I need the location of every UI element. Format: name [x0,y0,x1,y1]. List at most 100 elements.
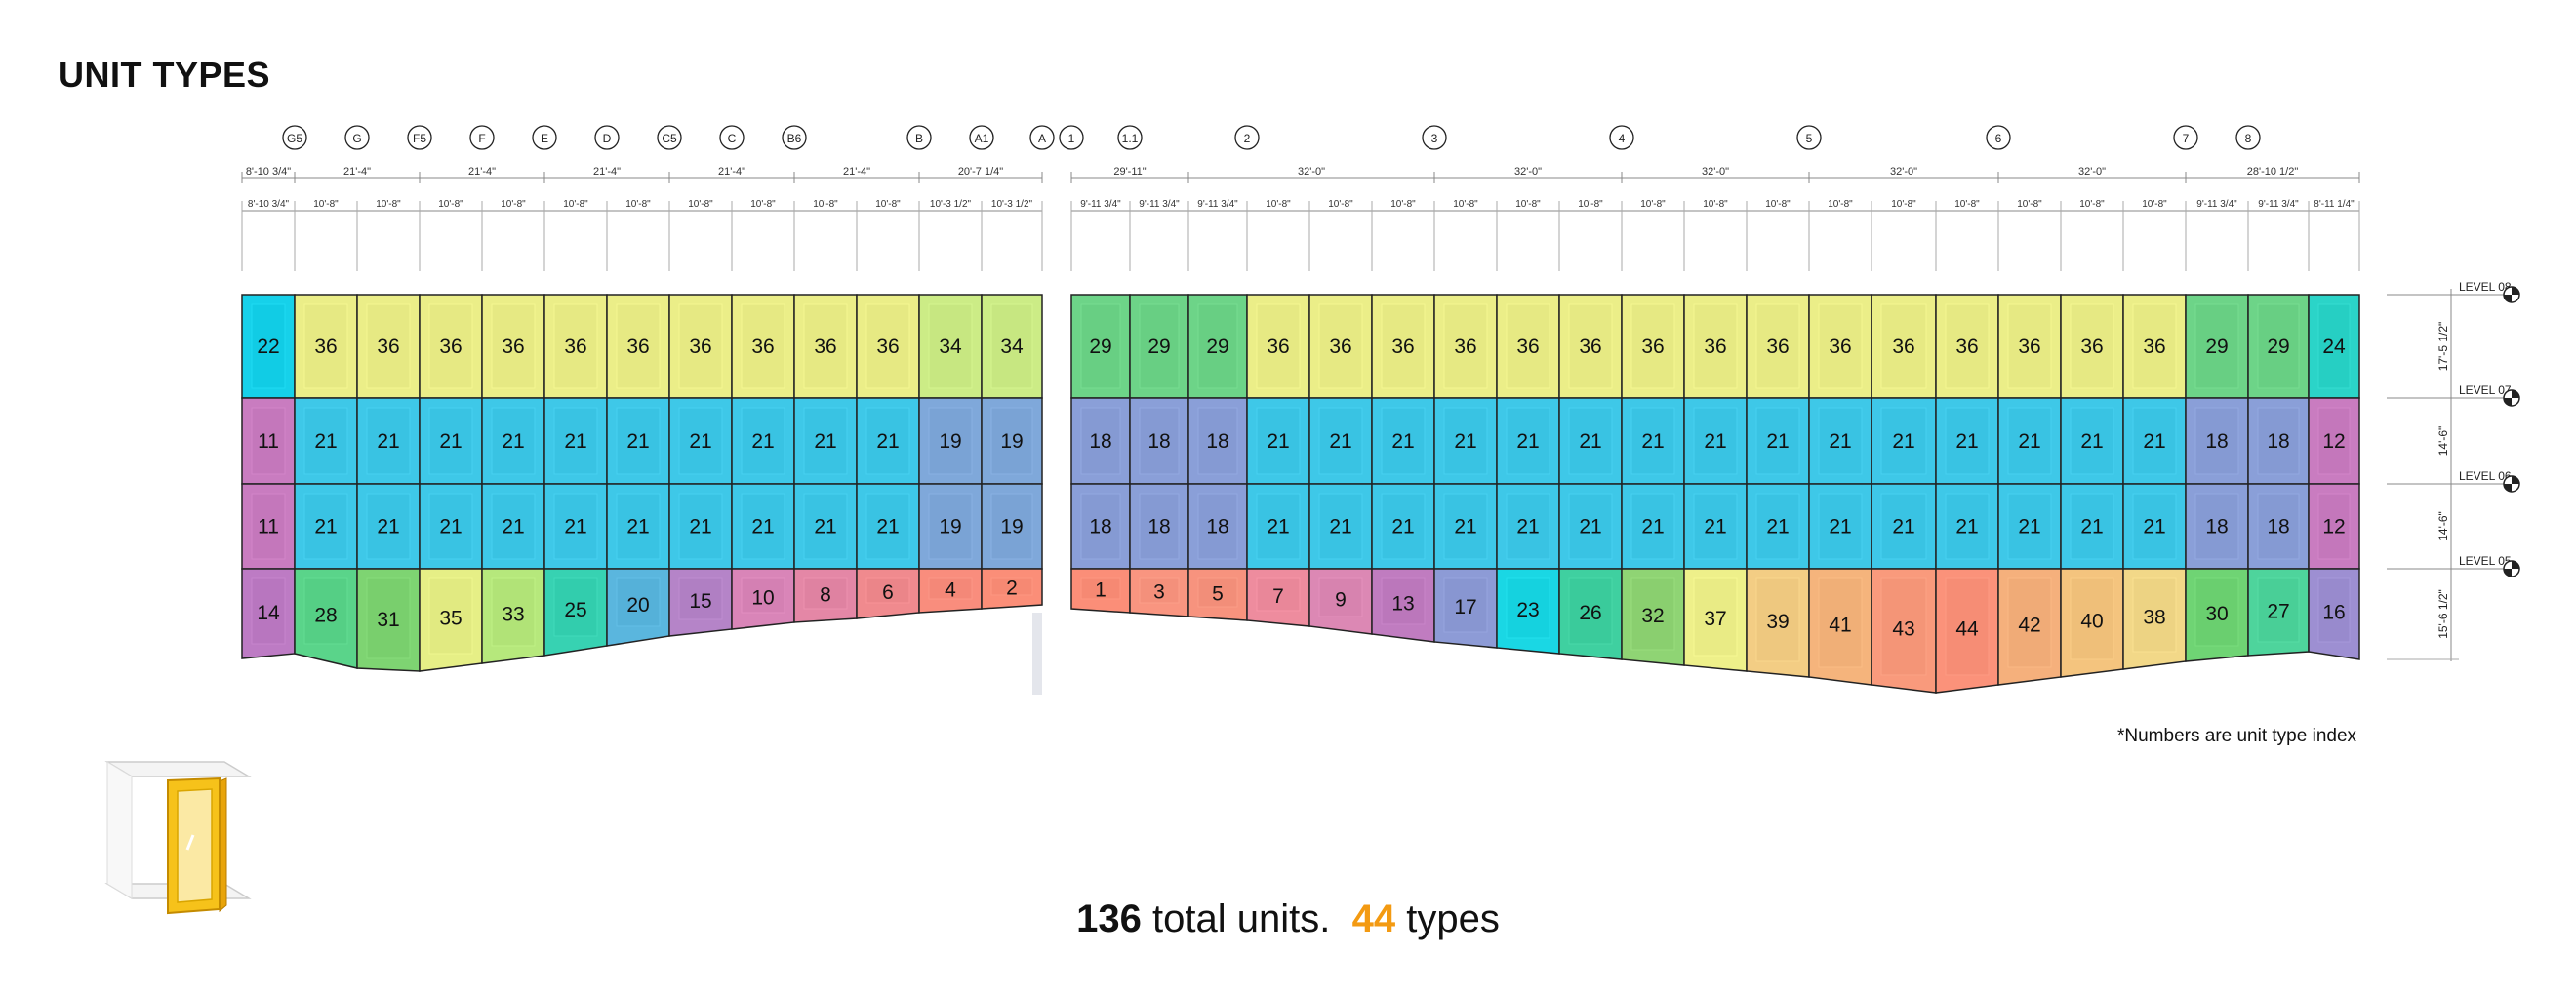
unit-cell-inner [741,493,785,560]
unit-cell-inner [616,493,661,560]
dimension-label: 10'-8" [1578,199,1603,210]
unit-type-label: 13 [1391,593,1414,616]
unit-cell-inner [1139,577,1180,604]
unit-cell-inner [2070,303,2114,389]
unit-cell-inner [303,407,348,475]
unit-cell-inner [803,577,848,610]
unit-type-label: 21 [1329,516,1351,538]
unit-cell-inner [1880,407,1927,475]
unit-type-label: 36 [377,336,399,358]
unit-cell-inner [491,493,536,560]
unit-type-label: 43 [1892,618,1914,641]
unit-type-label: 21 [1829,516,1851,538]
unit-cell-inner [2317,493,2351,560]
unit-type-label: 36 [502,336,524,358]
unit-type-label: 28 [314,604,337,626]
unit-cell-inner [2317,577,2351,643]
unit-cell-inner [1506,493,1550,560]
unit-type-label: 3 [1153,581,1165,604]
dimension-label: 10'-8" [1891,199,1916,210]
unit-cell-inner [2132,493,2177,560]
unit-type-label: 6 [882,581,894,604]
unit-cell-inner [865,303,910,389]
dimension-label: 32'-0" [2078,166,2106,178]
unit-type-label: 21 [751,430,774,453]
unit-cell-inner [2070,407,2114,475]
unit-cell-inner [1318,577,1363,617]
unit-type-label: 21 [1267,430,1289,453]
unit-cell-inner [2007,303,2052,389]
gridline-label: E [541,132,548,145]
dimension-label: 9'-11 3/4" [2196,199,2237,210]
unit-cell-inner [1139,303,1180,389]
unit-cell-inner [491,303,536,389]
unit-type-label: 21 [1391,516,1414,538]
unit-cell-inner [2194,407,2239,475]
unit-cell-inner [303,493,348,560]
unit-type-label: 18 [2267,516,2289,538]
unit-type-label: 30 [2205,603,2228,625]
unit-cell-inner [2007,577,2052,668]
unit-cell-inner [803,407,848,475]
unit-type-label: 21 [1329,430,1351,453]
gridline-label: A1 [975,132,989,145]
unit-cell-inner [366,407,411,475]
unit-cell-inner [1568,303,1613,389]
level-name: LEVEL 07 [2459,383,2512,397]
unit-type-label: 21 [2143,430,2165,453]
unit-type-label: 36 [1454,336,1476,358]
unit-cell-inner [678,407,723,475]
unit-cell-inner [1256,493,1301,560]
gridline-label: C5 [662,132,677,145]
unit-type-label: 21 [377,430,399,453]
unit-cell-inner [428,493,473,560]
unit-type-label: 19 [1000,516,1023,538]
unit-type-label: 21 [1955,516,1978,538]
unit-type-label: 10 [751,586,774,609]
unit-type-label: 21 [751,516,774,538]
level-datum-icon-fill [2504,561,2519,577]
unit-cell-inner [2257,493,2300,560]
unit-type-label: 36 [626,336,649,358]
dimension-label: 10'-8" [1640,199,1666,210]
unit-type-label: 37 [1704,608,1726,630]
unit-cell-inner [1443,303,1488,389]
gridline-label: D [603,132,612,145]
unit-cell-inner [2007,493,2052,560]
unit-cell-inner [2257,577,2300,643]
unit-type-label: 36 [1641,336,1664,358]
dimension-label: 29'-11" [1113,166,1146,178]
unit-type-label: 29 [1147,336,1170,358]
unit-type-label: 21 [2018,516,2040,538]
level-height: 17'-5 1/2" [2436,322,2450,372]
unit-cell-inner [803,303,848,389]
dimension-label: 10'-8" [1266,199,1291,210]
dimension-label: 10'-8" [376,199,401,210]
types-count: 44 [1351,897,1396,940]
unit-cell-inner [1080,303,1121,389]
unit-type-label: 36 [1766,336,1789,358]
unit-type-label: 36 [314,336,337,358]
unit-cell-inner [2132,577,2177,653]
unit-type-label: 2 [1006,577,1018,600]
unit-type-label: 36 [2143,336,2165,358]
unit-cell-inner [616,303,661,389]
unit-cell-inner [491,577,536,647]
gridline-bubble [719,125,745,150]
unit-type-label: 44 [1955,618,1979,641]
unit-type-label: 21 [2080,516,2103,538]
unit-type-label: 21 [814,430,836,453]
unit-type-label: 19 [939,430,961,453]
unit-cell-inner [2070,577,2114,660]
unit-cell-inner [1880,303,1927,389]
unit-cell-inner [741,577,785,614]
dimension-label: 10'-8" [750,199,776,210]
unit-type-label: 39 [1766,611,1789,633]
dimension-label: 32'-0" [1298,166,1325,178]
unit-cell-inner [1506,303,1550,389]
unit-type-label: 36 [689,336,711,358]
footnote: *Numbers are unit type index [2117,726,2357,746]
level-height: 15'-6 1/2" [2436,589,2450,639]
dimension-label: 21'-4" [593,166,621,178]
unit-cell-inner [1381,493,1426,560]
